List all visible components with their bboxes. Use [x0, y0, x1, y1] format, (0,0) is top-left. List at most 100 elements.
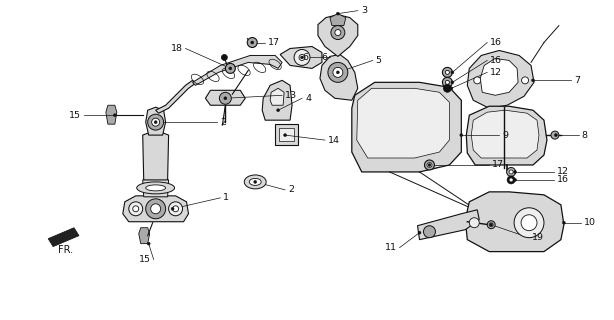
- Circle shape: [328, 62, 348, 82]
- Circle shape: [294, 50, 310, 65]
- Text: 2: 2: [220, 118, 227, 127]
- Circle shape: [509, 178, 513, 182]
- Text: 7: 7: [574, 76, 580, 85]
- Text: 17: 17: [492, 160, 504, 170]
- Circle shape: [562, 221, 565, 224]
- Circle shape: [424, 160, 435, 170]
- Circle shape: [445, 80, 449, 84]
- Circle shape: [133, 206, 139, 212]
- Polygon shape: [106, 105, 117, 124]
- Circle shape: [521, 77, 529, 84]
- Polygon shape: [357, 88, 449, 158]
- Text: 5: 5: [376, 56, 382, 65]
- Circle shape: [451, 71, 454, 74]
- Circle shape: [460, 134, 463, 137]
- Circle shape: [284, 134, 287, 137]
- Circle shape: [336, 12, 340, 15]
- Circle shape: [489, 223, 493, 227]
- Circle shape: [147, 242, 150, 245]
- Circle shape: [532, 79, 535, 82]
- Text: 18: 18: [171, 44, 182, 53]
- Text: 14: 14: [328, 136, 340, 145]
- Circle shape: [551, 131, 559, 139]
- Polygon shape: [270, 88, 284, 105]
- Circle shape: [277, 109, 279, 112]
- Circle shape: [443, 77, 453, 87]
- Circle shape: [514, 208, 544, 238]
- Polygon shape: [418, 210, 480, 240]
- Circle shape: [450, 87, 453, 90]
- Polygon shape: [466, 106, 547, 165]
- Text: 3: 3: [361, 6, 367, 15]
- Polygon shape: [467, 51, 534, 108]
- Text: 15: 15: [139, 255, 150, 264]
- Circle shape: [251, 41, 254, 44]
- Ellipse shape: [146, 185, 166, 191]
- Circle shape: [222, 54, 227, 60]
- Circle shape: [152, 118, 160, 126]
- Circle shape: [427, 163, 432, 167]
- Circle shape: [148, 114, 163, 130]
- Circle shape: [173, 206, 179, 212]
- Polygon shape: [206, 90, 245, 105]
- Circle shape: [150, 204, 161, 214]
- Text: 16: 16: [490, 38, 502, 47]
- Circle shape: [171, 207, 174, 210]
- Circle shape: [469, 218, 480, 228]
- Circle shape: [254, 180, 257, 183]
- Circle shape: [509, 170, 513, 174]
- Text: 16: 16: [490, 56, 502, 65]
- Circle shape: [146, 199, 166, 219]
- Circle shape: [169, 202, 182, 216]
- Circle shape: [513, 171, 516, 173]
- Polygon shape: [480, 59, 518, 95]
- Circle shape: [507, 176, 515, 184]
- Polygon shape: [280, 46, 322, 68]
- Circle shape: [247, 37, 257, 47]
- Polygon shape: [318, 15, 358, 56]
- Text: 6: 6: [321, 53, 327, 62]
- Polygon shape: [146, 107, 166, 135]
- Circle shape: [428, 164, 431, 166]
- Circle shape: [521, 215, 537, 231]
- Circle shape: [299, 54, 305, 60]
- Circle shape: [418, 231, 421, 234]
- Text: 15: 15: [69, 111, 81, 120]
- Polygon shape: [139, 228, 150, 244]
- Text: 19: 19: [532, 233, 544, 242]
- Circle shape: [490, 223, 492, 226]
- Circle shape: [114, 114, 116, 117]
- Text: 2: 2: [288, 185, 294, 194]
- Circle shape: [474, 77, 481, 84]
- Circle shape: [300, 56, 303, 59]
- Circle shape: [424, 226, 435, 238]
- Circle shape: [154, 121, 157, 124]
- Polygon shape: [279, 128, 294, 141]
- Polygon shape: [465, 192, 564, 252]
- Polygon shape: [142, 176, 169, 197]
- Text: 16: 16: [557, 175, 569, 184]
- Text: 11: 11: [384, 243, 397, 252]
- Circle shape: [336, 71, 340, 74]
- Circle shape: [443, 84, 451, 92]
- Text: 17: 17: [268, 38, 280, 47]
- Circle shape: [445, 70, 449, 74]
- Circle shape: [333, 68, 343, 77]
- Text: 12: 12: [557, 167, 569, 176]
- Circle shape: [488, 221, 495, 229]
- Text: 10: 10: [584, 218, 596, 227]
- Circle shape: [129, 202, 142, 216]
- Text: FR.: FR.: [58, 244, 74, 255]
- Ellipse shape: [249, 179, 261, 185]
- Ellipse shape: [244, 175, 266, 189]
- Text: 12: 12: [490, 68, 502, 77]
- Polygon shape: [330, 14, 346, 26]
- Text: 4: 4: [305, 94, 311, 103]
- Circle shape: [224, 97, 227, 100]
- Polygon shape: [193, 55, 282, 85]
- Polygon shape: [320, 54, 358, 100]
- Circle shape: [219, 92, 231, 104]
- Text: 1: 1: [223, 193, 230, 202]
- Text: 8: 8: [582, 131, 588, 140]
- Text: 13: 13: [285, 91, 297, 100]
